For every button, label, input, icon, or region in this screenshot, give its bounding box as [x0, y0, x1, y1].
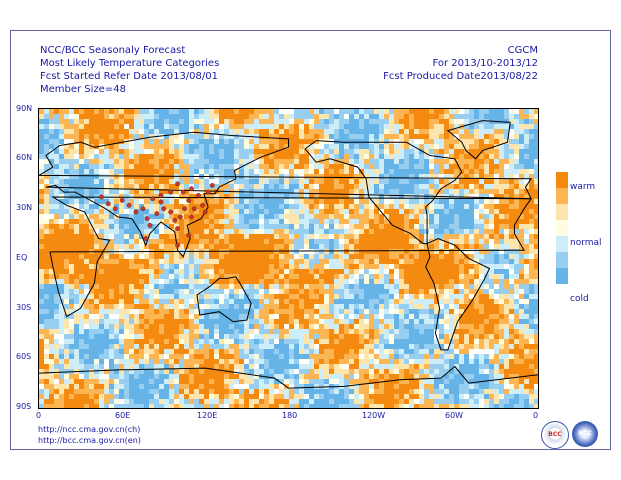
model-name: CGCM [507, 45, 538, 56]
color-legend [556, 172, 568, 284]
lon-label-180: 180 [282, 411, 298, 420]
product-title: NCC/BCC Seasonaly Forecast [40, 45, 186, 56]
world-map [38, 108, 539, 409]
lon-label-60e: 60E [115, 411, 131, 420]
ncc-logo: NCC [572, 421, 598, 447]
member-size: Member Size=48 [40, 84, 126, 95]
legend-normal-label: normal [570, 238, 602, 248]
lon-label-0: 0 [36, 411, 42, 420]
forecast-period: For 2013/10-2013/12 [432, 58, 539, 69]
variable-title: Most Likely Temperature Categories [40, 58, 220, 69]
lat-label-30n: 30N [16, 203, 33, 212]
legend-swatch-2 [556, 204, 568, 220]
legend-swatch-3 [556, 220, 568, 236]
coastlines [39, 120, 538, 389]
produced-date: Fcst Produced Date2013/08/22 [383, 71, 538, 82]
category-field [39, 109, 538, 408]
lon-label-0-east: 0 [533, 411, 539, 420]
legend-swatch-1 [556, 188, 568, 204]
bcc-url[interactable]: http://bcc.cma.gov.cn(en) [38, 436, 141, 445]
legend-warm-label: warm [570, 182, 596, 192]
lat-label-30s: 30S [16, 303, 32, 312]
lat-label-60n: 60N [16, 153, 33, 162]
start-date: Fcst Started Refer Date 2013/08/01 [40, 71, 218, 82]
station-markers [99, 181, 215, 248]
lon-label-120e: 120E [197, 411, 218, 420]
figure-frame [10, 30, 611, 450]
lat-label-90n: 90N [16, 104, 33, 113]
lat-label-90s: 90S [16, 402, 32, 411]
legend-swatch-0 [556, 172, 568, 188]
header-left: NCC/BCC Seasonaly Forecast Most Likely T… [40, 44, 219, 96]
lon-label-60w: 60W [445, 411, 464, 420]
legend-swatch-5 [556, 252, 568, 268]
ncc-url[interactable]: http://ncc.cma.gov.cn(ch) [38, 425, 141, 434]
lat-label-60s: 60S [16, 352, 32, 361]
legend-swatch-6 [556, 268, 568, 284]
legend-cold-label: cold [570, 294, 589, 304]
lon-label-120w: 120W [362, 411, 386, 420]
bcc-logo: BCC [541, 421, 569, 449]
legend-swatch-4 [556, 236, 568, 252]
lat-label-eq: EQ [16, 253, 28, 262]
header-right: CGCM For 2013/10-2013/12 Fcst Produced D… [383, 44, 538, 83]
footer-links: http://ncc.cma.gov.cn(ch) http://bcc.cma… [38, 424, 141, 446]
